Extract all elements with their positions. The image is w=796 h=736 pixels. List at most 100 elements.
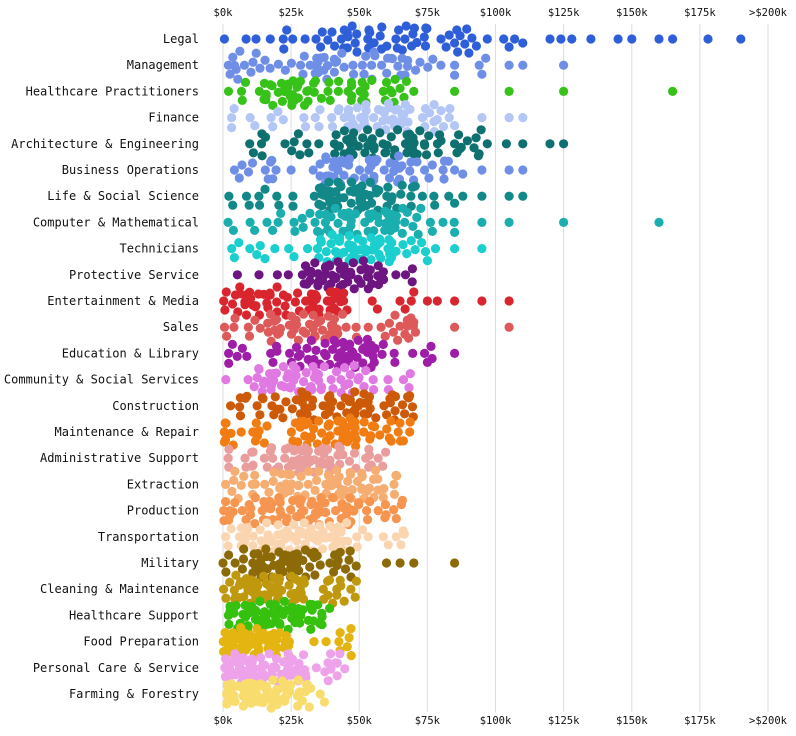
data-point bbox=[312, 551, 322, 561]
data-point bbox=[240, 535, 250, 545]
data-point bbox=[259, 438, 269, 448]
data-point bbox=[317, 27, 327, 37]
data-point bbox=[228, 200, 238, 210]
data-point bbox=[406, 296, 416, 306]
data-point bbox=[334, 141, 344, 151]
data-point bbox=[276, 208, 286, 218]
data-point bbox=[424, 131, 434, 141]
data-point bbox=[302, 343, 312, 353]
data-point bbox=[323, 86, 333, 96]
data-point bbox=[298, 309, 309, 319]
data-point bbox=[347, 80, 357, 91]
data-point bbox=[340, 485, 350, 495]
data-point bbox=[363, 125, 373, 135]
data-point bbox=[280, 139, 290, 149]
category-label: Extraction bbox=[127, 477, 199, 491]
data-point bbox=[314, 466, 324, 476]
data-point bbox=[288, 201, 298, 211]
data-point bbox=[237, 564, 247, 574]
data-point bbox=[221, 497, 231, 507]
data-point bbox=[350, 423, 360, 433]
data-point bbox=[439, 174, 449, 184]
data-point bbox=[310, 76, 320, 86]
data-point bbox=[327, 113, 337, 123]
data-point bbox=[436, 34, 446, 44]
data-point bbox=[397, 161, 407, 171]
data-point bbox=[219, 584, 229, 594]
data-point bbox=[243, 322, 253, 332]
data-points bbox=[218, 21, 746, 713]
data-point bbox=[284, 244, 294, 254]
data-point bbox=[366, 431, 376, 441]
data-point bbox=[345, 546, 355, 556]
data-point bbox=[277, 96, 287, 106]
data-point bbox=[346, 270, 356, 280]
data-point bbox=[441, 42, 451, 52]
data-point bbox=[320, 498, 330, 508]
data-point bbox=[389, 479, 399, 489]
data-point bbox=[378, 492, 388, 502]
category-label: Production bbox=[127, 504, 199, 518]
data-point bbox=[248, 148, 258, 158]
data-point bbox=[335, 628, 345, 638]
data-point bbox=[219, 34, 229, 44]
data-point bbox=[365, 497, 375, 507]
data-point bbox=[410, 327, 421, 337]
data-point bbox=[429, 191, 439, 201]
data-point bbox=[337, 48, 347, 58]
data-point bbox=[344, 154, 354, 164]
data-point bbox=[342, 518, 352, 528]
data-point bbox=[415, 126, 425, 136]
data-point bbox=[269, 467, 279, 477]
data-point bbox=[339, 596, 349, 606]
data-point bbox=[325, 558, 335, 568]
data-point bbox=[248, 57, 258, 67]
data-point bbox=[249, 382, 259, 392]
data-point bbox=[294, 658, 304, 669]
data-point bbox=[346, 198, 356, 208]
category-label: Healthcare Practitioners bbox=[26, 84, 199, 98]
data-point bbox=[398, 240, 408, 250]
data-point bbox=[400, 409, 410, 419]
series-military bbox=[218, 544, 460, 582]
data-point bbox=[364, 392, 375, 402]
data-point bbox=[299, 578, 309, 588]
data-point bbox=[377, 60, 387, 70]
data-point bbox=[309, 637, 319, 647]
data-point bbox=[369, 38, 379, 48]
data-point bbox=[236, 86, 247, 96]
data-point bbox=[351, 441, 361, 451]
data-point bbox=[477, 244, 487, 254]
data-point bbox=[305, 208, 315, 218]
data-point bbox=[246, 293, 256, 304]
data-point bbox=[311, 345, 321, 355]
data-point bbox=[326, 649, 336, 659]
category-label: Finance bbox=[148, 111, 199, 125]
data-point bbox=[325, 261, 335, 271]
data-point bbox=[365, 190, 375, 201]
data-point bbox=[260, 479, 270, 489]
category-labels: Legal Management Healthcare Practitioners F… bbox=[4, 32, 199, 701]
data-point bbox=[298, 594, 309, 604]
data-point bbox=[255, 410, 265, 420]
data-point bbox=[283, 270, 293, 280]
data-point bbox=[306, 431, 317, 442]
data-point bbox=[375, 128, 385, 138]
data-point bbox=[409, 317, 419, 327]
data-point bbox=[254, 191, 264, 201]
data-point bbox=[445, 104, 455, 114]
data-point bbox=[248, 541, 258, 551]
data-point bbox=[260, 184, 270, 194]
data-point bbox=[303, 96, 313, 106]
data-point bbox=[369, 385, 379, 395]
data-point bbox=[668, 34, 678, 44]
data-point bbox=[306, 624, 316, 635]
data-point bbox=[427, 160, 437, 170]
data-point bbox=[406, 191, 416, 201]
data-point bbox=[382, 424, 392, 434]
data-point bbox=[335, 233, 345, 243]
category-label: Management bbox=[127, 58, 199, 72]
category-label: Entertainment & Media bbox=[47, 294, 199, 308]
data-point bbox=[291, 371, 301, 381]
data-point bbox=[303, 244, 313, 254]
